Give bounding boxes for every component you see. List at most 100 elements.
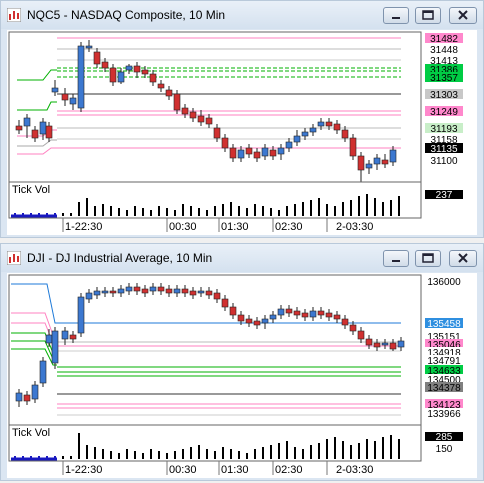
candle-body xyxy=(237,149,245,159)
volume-value-badge xyxy=(425,432,463,441)
candle-body xyxy=(269,149,277,157)
maximize-button[interactable] xyxy=(415,7,441,24)
price-label: 135151 xyxy=(427,332,461,343)
maximize-button[interactable] xyxy=(415,250,441,267)
price-plot-area xyxy=(8,31,422,183)
time-label: 01:30 xyxy=(221,221,249,233)
candle-body xyxy=(341,129,349,139)
candle-body xyxy=(69,97,77,105)
chart-canvas[interactable]: Tick Vol 1-22:30 00:30 01:30 02:30 2-03:… xyxy=(7,30,477,235)
candle-body xyxy=(181,288,189,294)
candle-body xyxy=(229,147,237,159)
chart-window-dji[interactable]: DJI - DJ Industrial Average, 10 Min xyxy=(0,243,484,481)
price-label-badge xyxy=(425,123,463,133)
time-label: 2-03:30 xyxy=(336,464,373,476)
minimize-button[interactable] xyxy=(383,250,409,267)
price-label: 31193 xyxy=(430,124,458,135)
candle-body xyxy=(213,292,221,300)
price-chart[interactable]: Tick Vol 1-22:30 00:30 01:30 02:30 2-03:… xyxy=(7,30,477,235)
price-label: 135046 xyxy=(427,340,461,351)
price-label-badge xyxy=(425,89,463,99)
level-line xyxy=(17,69,57,81)
candle-body xyxy=(77,45,85,109)
candle-body xyxy=(325,121,333,127)
candle-body xyxy=(349,137,357,157)
candle-body xyxy=(31,129,39,139)
candle-body xyxy=(189,290,197,296)
close-icon xyxy=(458,253,468,263)
price-label: 133966 xyxy=(427,409,461,420)
candle-body xyxy=(197,115,205,123)
price-chart[interactable]: Tick Vol 1-22:30 00:30 01:30 02:30 2-03:… xyxy=(7,273,477,478)
price-label-badge xyxy=(425,355,463,365)
price-label-badge xyxy=(425,72,463,82)
candle-body xyxy=(173,93,181,111)
candle-body xyxy=(269,314,277,320)
minimize-icon xyxy=(392,260,400,262)
chart-window-nasdaq[interactable]: NQC5 - NASDAQ Composite, 10 Min xyxy=(0,0,484,238)
volume-value: 237 xyxy=(436,190,453,201)
candle-body xyxy=(39,121,47,135)
close-button[interactable] xyxy=(449,7,477,24)
candle-body xyxy=(69,334,77,340)
chart-app-icon xyxy=(7,8,21,22)
price-label-badge xyxy=(425,44,463,54)
candle-body xyxy=(381,342,389,346)
candle-body xyxy=(117,71,125,83)
price-label: 31135 xyxy=(430,144,458,155)
minimize-icon xyxy=(392,17,400,19)
candle-body xyxy=(181,107,189,115)
candle-body xyxy=(381,159,389,165)
candle-body xyxy=(109,290,117,294)
candle-body xyxy=(125,65,133,71)
time-label: 01:30 xyxy=(221,464,249,476)
candle-body xyxy=(133,65,141,73)
candle-body xyxy=(261,318,269,324)
price-label: 31100 xyxy=(430,156,458,167)
candle-body xyxy=(205,290,213,296)
volume-value: 285 xyxy=(436,432,453,443)
window-title: NQC5 - NASDAQ Composite, 10 Min xyxy=(27,8,226,22)
candle-body xyxy=(261,147,269,157)
candle-body xyxy=(333,314,341,320)
candle-body xyxy=(61,93,69,101)
candle-body xyxy=(221,137,229,149)
close-button[interactable] xyxy=(449,250,477,267)
candle-body xyxy=(333,123,341,131)
candle-body xyxy=(277,308,285,316)
candle-body xyxy=(293,310,301,316)
price-label-badge xyxy=(425,33,463,43)
level-line xyxy=(11,283,57,324)
candle-body xyxy=(365,338,373,346)
price-label: 134378 xyxy=(427,383,461,394)
candle-body xyxy=(245,147,253,155)
price-label: 134633 xyxy=(427,366,461,377)
price-label: 31482 xyxy=(430,34,458,45)
time-label: 1-22:30 xyxy=(65,221,102,233)
chart-canvas[interactable]: Tick Vol 1-22:30 00:30 01:30 02:30 2-03:… xyxy=(7,273,477,478)
candle-body xyxy=(397,340,405,348)
candle-body xyxy=(309,310,317,318)
title-bar[interactable]: DJI - DJ Industrial Average, 10 Min xyxy=(1,244,483,272)
price-label-badge xyxy=(425,365,463,375)
candle-body xyxy=(61,330,69,340)
candle-body xyxy=(373,157,381,165)
candle-body xyxy=(357,155,365,171)
candle-body xyxy=(141,69,149,75)
candle-body xyxy=(133,286,141,292)
candle-body xyxy=(15,125,23,131)
minimize-button[interactable] xyxy=(383,7,409,24)
restore-icon xyxy=(422,253,434,263)
candle-body xyxy=(85,45,93,49)
price-label: 31413 xyxy=(430,56,458,67)
candle-body xyxy=(85,292,93,300)
chart-app-icon xyxy=(7,251,21,265)
price-label-badge xyxy=(425,55,463,65)
title-bar[interactable]: NQC5 - NASDAQ Composite, 10 Min xyxy=(1,1,483,29)
candle-body xyxy=(157,286,165,292)
price-label-badge xyxy=(425,276,463,286)
candle-body xyxy=(197,290,205,294)
level-line xyxy=(17,101,57,111)
candle-body xyxy=(165,288,173,294)
price-label: 134791 xyxy=(427,356,461,367)
